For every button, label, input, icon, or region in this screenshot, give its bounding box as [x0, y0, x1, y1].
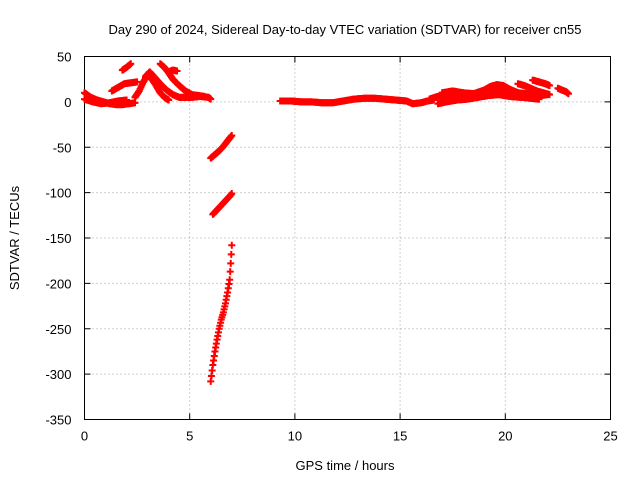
series-arc-late-6 [554, 84, 572, 98]
axis-ticks: 0 5 10 15 20 25 50 0 -50 -100 -150 -200 -250 -300 -350 [45, 50, 617, 444]
data-point [564, 90, 572, 98]
series-arc-rise-a [108, 78, 141, 95]
x-tick-label: 10 [288, 429, 302, 444]
series-arc-mid [276, 94, 438, 108]
x-tick-label: 0 [81, 429, 88, 444]
data-point [226, 276, 234, 284]
y-tick-label: -300 [45, 367, 71, 382]
chart-title: Day 290 of 2024, Sidereal Day-to-day VTE… [108, 22, 581, 37]
data-point [165, 96, 173, 104]
series-arc-hump-3 [156, 60, 208, 100]
x-tick-label: 20 [498, 429, 512, 444]
data-point [545, 82, 553, 90]
series-arc-early-flat [81, 95, 131, 108]
grid [84, 56, 611, 420]
data-point [228, 190, 236, 198]
y-tick-label: 50 [57, 50, 71, 65]
y-tick-label: -350 [45, 413, 71, 428]
data-point [228, 131, 236, 139]
data-point [200, 92, 208, 100]
y-tick-label: -250 [45, 322, 71, 337]
x-axis-label: GPS time / hours [296, 458, 395, 473]
plot-frame [84, 56, 611, 420]
series-dip-middle [209, 190, 236, 218]
series-dip-upper [207, 131, 236, 162]
data-points [81, 60, 572, 385]
y-tick-label: 0 [64, 95, 71, 110]
data-point [227, 259, 235, 267]
y-tick-label: -200 [45, 276, 71, 291]
x-tick-label: 5 [186, 429, 193, 444]
data-point [227, 250, 235, 258]
x-tick-label: 25 [603, 429, 617, 444]
series-dip-lower [207, 241, 236, 385]
y-tick-label: -50 [53, 140, 72, 155]
data-point [127, 60, 135, 68]
x-tick-label: 15 [393, 429, 407, 444]
y-axis-label: SDTVAR / TECUs [7, 185, 22, 290]
series-arc-rise-b [118, 60, 135, 74]
series-arc-late-4 [514, 80, 553, 99]
data-point [545, 91, 553, 99]
series-arc-short-top [165, 66, 181, 76]
y-tick-label: -150 [45, 231, 71, 246]
data-point [173, 67, 181, 75]
data-point [123, 96, 131, 104]
series-arc-late-5 [529, 76, 553, 90]
y-tick-label: -100 [45, 186, 71, 201]
data-point [133, 78, 141, 86]
data-point [226, 268, 234, 276]
data-point [228, 241, 236, 249]
data-point [207, 95, 215, 103]
